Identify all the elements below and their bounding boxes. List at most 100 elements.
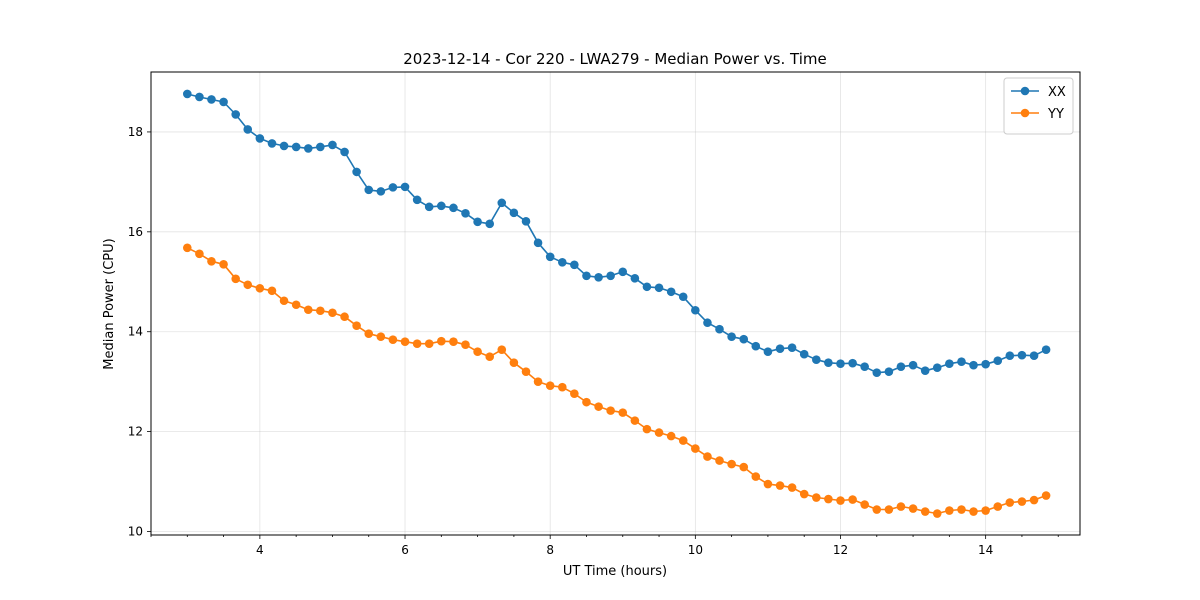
data-point-yy <box>715 456 724 465</box>
data-point-xx <box>388 183 398 192</box>
data-point-yy <box>1041 491 1051 500</box>
grid <box>151 72 1080 535</box>
data-point-xx <box>424 202 434 212</box>
data-point-xx <box>437 201 446 211</box>
data-point-xx <box>279 141 289 151</box>
data-point-yy <box>473 347 482 356</box>
data-point-xx <box>945 359 954 368</box>
data-point-xx <box>558 257 567 267</box>
data-point-yy <box>618 408 628 417</box>
plot-frame <box>150 71 1081 536</box>
data-point-yy <box>860 500 869 509</box>
data-point-yy <box>231 274 240 284</box>
data-point-yy <box>449 337 458 347</box>
data-point-yy <box>364 329 374 339</box>
data-point-xx <box>364 185 374 195</box>
data-point-yy <box>872 505 882 514</box>
data-point-xx <box>775 344 785 354</box>
data-point-xx <box>703 318 712 328</box>
data-point-yy <box>751 472 761 481</box>
data-point-yy <box>437 336 446 346</box>
data-point-xx <box>1029 351 1039 360</box>
data-point-xx <box>920 366 930 375</box>
data-point-yy <box>666 431 676 441</box>
data-point-yy <box>545 381 555 390</box>
data-point-yy <box>945 506 954 515</box>
data-point-xx <box>195 92 204 102</box>
data-point-yy <box>920 507 930 516</box>
data-point-yy <box>993 502 1003 511</box>
y-axis-label: Median Power (CPU) <box>102 238 117 369</box>
data-point-xx <box>836 359 845 368</box>
data-point-xx <box>582 271 591 281</box>
data-point-xx <box>896 362 906 371</box>
legend-marker-yy <box>1020 108 1030 118</box>
data-point-yy <box>691 444 700 453</box>
data-point-yy <box>243 280 253 290</box>
legend-label-yy: YY <box>1047 107 1064 122</box>
x-tick-label: 4 <box>256 543 264 557</box>
data-point-xx <box>908 360 918 370</box>
data-point-xx <box>739 334 749 344</box>
data-point-yy <box>316 306 325 316</box>
data-point-xx <box>678 292 688 302</box>
data-point-xx <box>812 355 821 364</box>
data-point-yy <box>376 332 386 342</box>
data-point-xx <box>243 125 253 134</box>
data-point-yy <box>678 436 688 445</box>
data-point-xx <box>352 167 361 177</box>
data-point-xx <box>715 324 724 334</box>
data-point-yy <box>775 481 785 490</box>
x-tick-label: 10 <box>688 543 703 557</box>
data-point-yy <box>412 339 422 349</box>
y-tick-label: 12 <box>128 425 143 439</box>
data-point-yy <box>267 286 277 296</box>
data-point-yy <box>485 352 495 361</box>
data-point-yy <box>182 243 192 253</box>
data-point-xx <box>932 363 942 372</box>
x-tick-label: 8 <box>546 543 554 557</box>
data-point-xx <box>969 360 978 370</box>
data-point-xx <box>521 217 531 226</box>
data-point-xx <box>291 142 301 152</box>
data-point-xx <box>207 95 216 104</box>
data-point-xx <box>630 273 640 283</box>
data-point-yy <box>836 496 845 505</box>
data-point-yy <box>558 382 567 392</box>
data-point-xx <box>957 357 966 366</box>
data-point-yy <box>533 377 543 386</box>
data-point-xx <box>267 139 277 148</box>
data-point-xx <box>1005 351 1015 360</box>
data-point-xx <box>642 282 652 292</box>
data-point-xx <box>303 144 313 153</box>
data-point-xx <box>219 97 228 107</box>
data-point-xx <box>340 147 349 157</box>
x-tick-label: 14 <box>978 543 993 557</box>
legend-marker-xx <box>1020 86 1030 96</box>
data-point-yy <box>884 505 894 514</box>
data-point-yy <box>582 397 591 407</box>
data-point-xx <box>606 271 615 281</box>
data-point-xx <box>1017 350 1027 360</box>
y-tick-label: 16 <box>128 225 143 239</box>
data-point-yy <box>291 300 301 310</box>
data-point-yy <box>497 345 507 355</box>
data-point-yy <box>1017 497 1027 506</box>
data-point-yy <box>630 416 640 425</box>
data-point-yy <box>279 296 289 306</box>
data-point-xx <box>751 341 761 351</box>
legend: XX YY <box>1003 77 1074 135</box>
data-point-xx <box>497 198 507 208</box>
data-point-xx <box>400 182 410 192</box>
data-point-yy <box>303 305 313 315</box>
data-point-yy <box>969 507 978 516</box>
data-point-yy <box>787 483 797 492</box>
data-point-yy <box>1029 495 1039 505</box>
data-point-yy <box>1005 498 1015 507</box>
data-point-xx <box>981 359 990 369</box>
x-tick-label: 6 <box>401 543 409 557</box>
data-point-xx <box>509 208 519 218</box>
data-point-yy <box>812 493 821 502</box>
data-point-xx <box>485 219 495 229</box>
